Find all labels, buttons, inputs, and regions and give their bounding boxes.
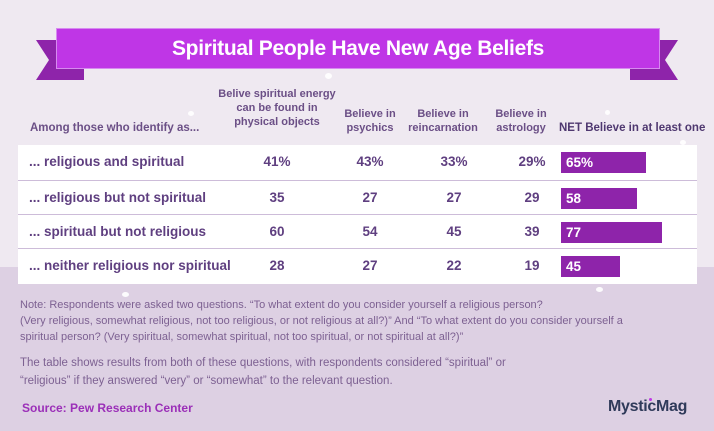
note-line: “religious” if they answered “very” or “… (20, 375, 393, 387)
table-explanation: The table shows results from both of the… (20, 354, 700, 390)
value-reincarnation: 27 (446, 190, 462, 205)
value-reincarnation: 22 (446, 258, 462, 273)
footer-background (0, 267, 714, 431)
decorative-star (188, 111, 194, 116)
decorative-star (122, 292, 129, 297)
column-header-astrology: Believe in astrology (488, 107, 554, 135)
net-bar: 77 (561, 222, 662, 243)
value-psychics: 27 (362, 258, 378, 273)
value-astrology: 29% (518, 154, 546, 169)
value-psychics: 27 (362, 190, 378, 205)
row-label-header: Among those who identify as... (30, 122, 200, 134)
mysticmag-logo: MysticMag (608, 398, 688, 415)
net-bar: 58 (561, 188, 637, 209)
header-line: reincarnation (408, 122, 478, 134)
note-line: (Very religious, somewhat religious, not… (20, 315, 623, 327)
value-physical-objects: 28 (269, 258, 285, 273)
methodology-note: Note: Respondents were asked two questio… (20, 297, 700, 345)
value-physical-objects: 41% (263, 154, 291, 169)
title-banner: Spiritual People Have New Age Beliefs (56, 28, 660, 69)
header-line: Believe in (417, 108, 469, 120)
column-header-physical-objects: Belive spiritual energy can be found in … (212, 87, 342, 129)
value-astrology: 39 (524, 224, 540, 239)
note-line: Note: Respondents were asked two questio… (20, 299, 543, 311)
data-table: ... religious and spiritual 41% 43% 33% … (18, 145, 697, 284)
net-bar: 65% (561, 152, 646, 173)
source-credit: Source: Pew Research Center (22, 401, 193, 415)
value-physical-objects: 60 (269, 224, 285, 239)
value-reincarnation: 45 (446, 224, 462, 239)
row-label: ... neither religious nor spiritual (29, 258, 231, 273)
column-header-reincarnation: Believe in reincarnation (403, 107, 483, 135)
logo-dot-icon (649, 398, 652, 401)
header-line: Believe in (495, 108, 547, 120)
note-line: The table shows results from both of the… (20, 357, 506, 369)
header-line: psychics (346, 122, 394, 134)
table-row: ... spiritual but not religious 60 54 45… (18, 215, 697, 249)
header-line: physical objects (234, 116, 320, 128)
value-reincarnation: 33% (440, 154, 468, 169)
decorative-star (325, 73, 332, 79)
column-header-net: NET Believe in at least one (559, 122, 706, 134)
decorative-star (680, 140, 686, 145)
header-line: Belive spiritual energy (218, 88, 336, 100)
value-physical-objects: 35 (269, 190, 285, 205)
value-astrology: 29 (524, 190, 540, 205)
decorative-star (596, 287, 603, 292)
note-line: spiritual person? (Very spiritual, somew… (20, 331, 464, 343)
header-line: astrology (496, 122, 546, 134)
value-psychics: 43% (356, 154, 384, 169)
decorative-star (605, 110, 610, 115)
value-astrology: 19 (524, 258, 540, 273)
row-label: ... religious but not spiritual (29, 190, 207, 205)
header-line: Believe in (344, 108, 396, 120)
table-row: ... religious and spiritual 41% 43% 33% … (18, 145, 697, 181)
page-title: Spiritual People Have New Age Beliefs (171, 36, 545, 60)
table-row: ... religious but not spiritual 35 27 27… (18, 181, 697, 215)
header-line: can be found in (236, 102, 318, 114)
column-header-psychics: Believe in psychics (335, 107, 405, 135)
row-label: ... religious and spiritual (29, 154, 185, 169)
value-psychics: 54 (362, 224, 378, 239)
table-row: ... neither religious nor spiritual 28 2… (18, 249, 697, 284)
row-label: ... spiritual but not religious (29, 224, 207, 239)
net-bar: 45 (561, 256, 620, 277)
